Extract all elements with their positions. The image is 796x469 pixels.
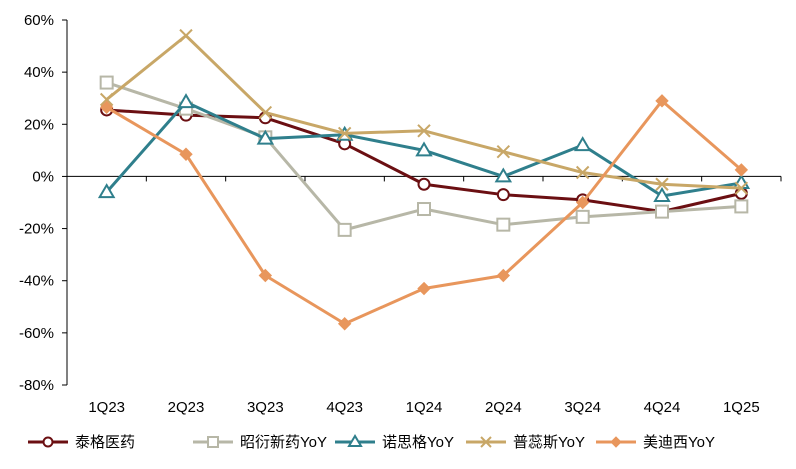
data-point — [337, 126, 352, 141]
data-point — [655, 94, 669, 108]
legend-label: 普蕊斯YoY — [513, 434, 585, 451]
y-tick-label: -20% — [19, 221, 54, 238]
data-point — [734, 163, 749, 177]
series-3 — [99, 28, 749, 195]
legend-item: 普蕊斯YoY — [466, 434, 585, 451]
data-point — [496, 268, 511, 283]
data-point — [99, 92, 114, 107]
series-0 — [100, 103, 748, 219]
data-point — [97, 183, 116, 199]
x-tick-label: 2Q23 — [168, 399, 205, 416]
data-point — [99, 100, 114, 115]
data-point — [575, 195, 590, 210]
data-point — [655, 177, 669, 191]
x-tick-label: 1Q25 — [723, 399, 760, 416]
data-point — [417, 124, 431, 138]
y-tick-label: -80% — [19, 377, 54, 394]
y-tick-label: -40% — [19, 273, 54, 290]
data-point — [417, 177, 431, 191]
y-tick-label: 20% — [24, 116, 54, 133]
data-point — [494, 167, 513, 183]
y-tick-label: -60% — [19, 325, 54, 342]
data-point — [177, 93, 195, 109]
data-point — [258, 268, 273, 283]
data-point — [347, 434, 363, 447]
data-point — [99, 75, 114, 90]
data-point — [655, 204, 669, 219]
legend-label: 美迪西YoY — [643, 434, 715, 451]
data-point — [42, 436, 54, 448]
x-tick-label: 4Q23 — [326, 399, 363, 416]
legend-label: 昭衍新药YoY — [240, 434, 327, 451]
x-axis: 1Q23 2Q23 3Q23 4Q23 1Q24 2Q24 3Q24 4Q24 1Q25 — [66, 175, 782, 416]
data-point — [734, 181, 749, 195]
series-line — [106, 108, 742, 214]
legend-label: 泰格医药 — [75, 434, 135, 451]
data-point — [734, 199, 749, 214]
legend-label: 诺思格YoY — [382, 434, 454, 451]
series-4 — [99, 94, 749, 331]
x-tick-label: 1Q23 — [88, 399, 125, 416]
data-point — [575, 209, 590, 224]
data-point — [480, 436, 492, 448]
legend: 泰格医药 昭衍新药YoY 诺思格YoY 普蕊斯YoY 美迪西YoY — [28, 434, 715, 451]
y-tick-label: 0% — [32, 168, 54, 185]
data-point — [653, 186, 671, 202]
x-tick-label: 1Q24 — [406, 399, 443, 416]
data-point — [575, 165, 590, 180]
y-axis: 60% 40% 20% 0% -20% -40% -60% -80% — [19, 12, 68, 394]
x-tick-label: 3Q23 — [247, 399, 284, 416]
data-point — [573, 136, 592, 152]
legend-item: 诺思格YoY — [335, 434, 454, 451]
data-point — [207, 436, 219, 448]
series-line — [105, 34, 742, 190]
data-point — [610, 436, 622, 448]
x-tick-label: 2Q24 — [485, 399, 522, 416]
data-point — [258, 105, 273, 120]
legend-item: 美迪西YoY — [596, 434, 715, 451]
x-tick-label: 3Q24 — [564, 399, 601, 416]
data-point — [496, 188, 510, 202]
legend-item: 昭衍新药YoY — [193, 434, 327, 451]
data-point — [417, 281, 431, 296]
series-1 — [99, 75, 749, 237]
series-layer — [97, 28, 751, 331]
data-point — [496, 217, 511, 232]
data-point — [179, 28, 193, 43]
data-point — [415, 141, 433, 157]
y-tick-label: 40% — [24, 64, 54, 81]
data-point — [179, 147, 193, 161]
data-point — [496, 144, 511, 159]
data-point — [256, 129, 275, 145]
data-point — [417, 202, 431, 217]
data-point — [337, 317, 352, 331]
y-tick-label: 60% — [24, 12, 54, 29]
legend-item: 泰格医药 — [28, 434, 135, 451]
data-point — [337, 222, 352, 237]
x-tick-label: 4Q24 — [644, 399, 681, 416]
